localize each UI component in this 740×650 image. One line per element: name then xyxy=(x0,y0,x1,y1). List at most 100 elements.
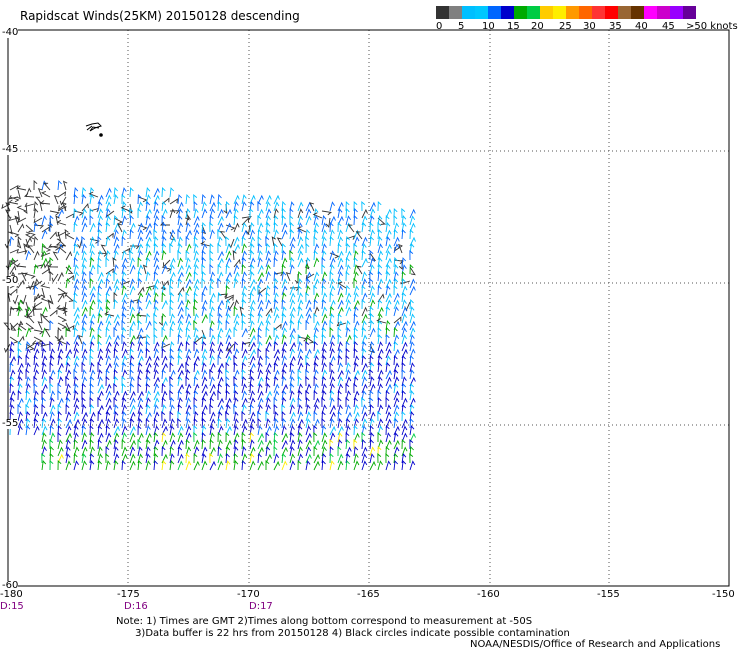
wind-barb xyxy=(401,285,408,296)
wind-barb xyxy=(385,453,390,464)
wind-barb xyxy=(24,308,29,319)
wind-barb xyxy=(393,425,400,436)
wind-barb xyxy=(81,390,86,401)
wind-barb xyxy=(7,292,12,303)
wind-barb xyxy=(369,229,375,240)
wind-barb xyxy=(321,459,326,471)
wind-barb xyxy=(361,257,368,268)
wind-barb xyxy=(23,193,35,198)
wind-barb xyxy=(329,291,334,303)
wind-barb xyxy=(297,362,304,373)
wind-barb xyxy=(353,347,358,359)
wind-barb xyxy=(369,221,374,233)
wind-barb xyxy=(185,397,191,408)
wind-barb xyxy=(169,320,176,331)
wind-barb xyxy=(25,341,31,352)
wind-barb xyxy=(241,361,246,373)
wind-barb xyxy=(353,285,360,296)
wind-barb xyxy=(65,376,70,387)
wind-barb xyxy=(193,361,198,373)
wind-barb xyxy=(305,460,311,471)
wind-barb xyxy=(145,383,151,394)
wind-barb xyxy=(121,264,127,275)
wind-barb xyxy=(177,236,183,247)
wind-barb xyxy=(281,446,288,457)
wind-barb xyxy=(185,355,191,366)
wind-barb xyxy=(113,229,119,240)
wind-barb xyxy=(81,313,88,324)
wind-barb xyxy=(33,264,39,275)
wind-barb xyxy=(265,326,270,338)
wind-barb xyxy=(337,389,342,401)
wind-barb xyxy=(241,285,248,296)
wind-barb xyxy=(145,347,150,359)
wind-barb xyxy=(281,439,288,450)
wind-barb xyxy=(305,404,311,415)
wind-barb xyxy=(353,256,358,268)
wind-barb xyxy=(329,250,335,261)
wind-barb xyxy=(385,271,391,282)
wind-barb xyxy=(201,390,208,401)
wind-barb xyxy=(193,396,198,408)
wind-barb xyxy=(377,250,384,261)
wind-barb xyxy=(89,404,95,415)
wind-barb xyxy=(313,389,318,401)
wind-barb xyxy=(193,452,198,464)
wind-barb xyxy=(305,263,310,275)
legend-swatch xyxy=(501,6,514,19)
wind-barb xyxy=(297,229,303,240)
wind-barb xyxy=(161,243,167,254)
wind-barb xyxy=(25,232,35,240)
wind-barb xyxy=(65,294,74,302)
wind-barb xyxy=(81,187,87,198)
map-frame xyxy=(7,29,730,587)
wind-barb xyxy=(353,214,358,226)
wind-barb xyxy=(345,446,352,457)
wind-barb xyxy=(185,229,192,240)
wind-barb xyxy=(89,334,96,345)
wind-barb xyxy=(265,397,271,408)
wind-barb xyxy=(57,424,62,436)
wind-barb xyxy=(81,271,87,282)
wind-barb xyxy=(129,425,136,436)
wind-barb xyxy=(49,369,56,380)
wind-barb xyxy=(225,439,232,450)
wind-barb xyxy=(33,341,40,352)
wind-barb xyxy=(56,219,67,226)
wind-barb xyxy=(97,425,103,436)
wind-barb xyxy=(9,382,14,394)
wind-barb xyxy=(49,432,56,443)
wind-barb xyxy=(281,390,287,401)
wind-barb xyxy=(145,390,152,401)
wind-barb xyxy=(273,334,280,345)
wind-barb xyxy=(161,250,167,261)
wind-barb xyxy=(129,418,135,429)
wind-barb xyxy=(137,193,142,205)
wind-barb xyxy=(305,236,310,247)
wind-barb xyxy=(193,270,198,282)
wind-barb xyxy=(201,334,207,345)
wind-barb xyxy=(353,369,360,380)
wind-barb xyxy=(89,453,95,464)
wind-barb xyxy=(217,362,224,373)
wind-barb xyxy=(265,375,270,387)
wind-barb xyxy=(249,355,256,366)
wind-barb xyxy=(377,396,382,408)
wind-barb xyxy=(41,341,46,352)
wind-barb xyxy=(25,306,32,317)
wind-barb xyxy=(297,278,303,289)
wind-barb xyxy=(209,452,214,464)
wind-barb xyxy=(241,418,248,429)
wind-barb xyxy=(313,340,318,352)
wind-barb xyxy=(409,327,416,338)
wind-barb xyxy=(289,292,296,303)
wind-barb xyxy=(313,306,320,317)
wind-barb xyxy=(321,390,327,401)
wind-barb xyxy=(169,326,174,338)
wind-barb xyxy=(65,278,71,289)
wind-barb xyxy=(185,438,190,450)
wind-barb xyxy=(409,320,416,331)
wind-barb xyxy=(161,347,166,359)
wind-barb xyxy=(161,299,168,310)
wind-barb xyxy=(257,376,264,387)
